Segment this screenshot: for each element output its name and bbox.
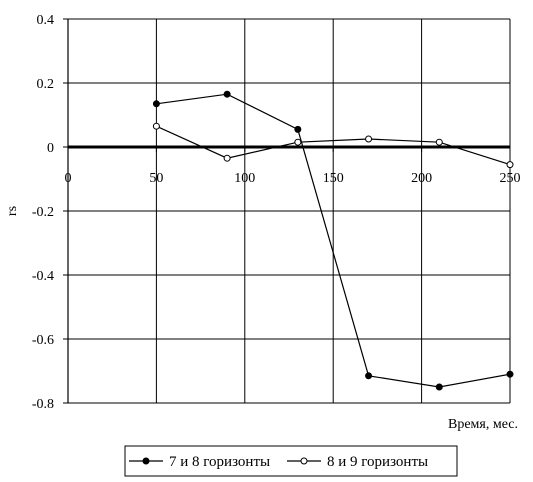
y-tick-label: 0.4 — [37, 13, 55, 28]
series-1-point — [365, 372, 373, 380]
x-tick-label: 200 — [411, 171, 432, 186]
x-tick-label: 100 — [234, 171, 255, 186]
x-tick-label: 250 — [500, 171, 521, 186]
series-line-2 — [156, 125, 511, 166]
axes — [63, 18, 511, 404]
series-2-point — [294, 138, 302, 146]
y-tick-label: -0.2 — [32, 205, 54, 220]
legend: 7 и 8 горизонты 8 и 9 горизонты — [124, 445, 458, 477]
legend-label-1: 7 и 8 горизонты — [169, 454, 270, 470]
series-2-point — [223, 154, 231, 162]
legend-label-2: 8 и 9 горизонты — [327, 454, 428, 470]
y-tick-label: -0.4 — [32, 269, 54, 284]
series-2-point — [506, 161, 514, 169]
x-tick-label: 150 — [323, 171, 344, 186]
series-2-point — [365, 135, 373, 143]
y-axis-label: rs — [5, 206, 20, 216]
y-tick-label: 0.2 — [37, 77, 55, 92]
series-group — [152, 90, 514, 391]
series-2-point — [152, 122, 160, 130]
x-axis-label: Время, мес. — [448, 417, 518, 432]
x-tick-label: 0 — [65, 171, 72, 186]
legend-swatch-marker-1 — [142, 457, 150, 465]
grid — [68, 18, 511, 404]
x-tick-label: 50 — [149, 171, 163, 186]
series-1-point — [223, 90, 231, 98]
y-tick-label: 0 — [47, 141, 54, 156]
tick-labels: -0.8 -0.6 -0.4 -0.2 0 0.2 0.4 0 50 100 150 200 250 — [32, 13, 521, 412]
legend-swatch-marker-2 — [300, 457, 308, 465]
series-2-point — [435, 138, 443, 146]
series-1-point — [294, 125, 302, 133]
y-tick-label: -0.8 — [32, 397, 54, 412]
series-1-point — [435, 383, 443, 391]
series-1-point — [152, 100, 160, 108]
series-1-point — [506, 370, 514, 378]
series-line-1 — [156, 93, 511, 388]
y-tick-label: -0.6 — [32, 333, 54, 348]
